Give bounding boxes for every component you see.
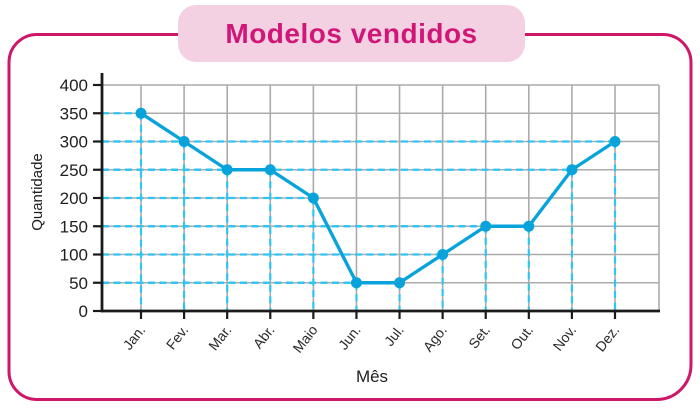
x-tick-label: Mar. <box>205 322 234 353</box>
x-tick-label: Jun. <box>335 322 364 353</box>
y-tick-label: 300 <box>60 133 88 152</box>
data-point <box>178 136 190 147</box>
y-tick-label: 100 <box>60 246 88 265</box>
y-tick-label: 250 <box>60 161 88 180</box>
data-line <box>140 111 616 285</box>
card-border <box>7 32 693 401</box>
y-tick-label: 150 <box>60 217 88 236</box>
data-point <box>609 136 621 147</box>
y-axis-title: Quantidade <box>29 153 46 231</box>
y-tick-label: 50 <box>69 274 88 293</box>
x-tick-label: Abr. <box>250 322 278 351</box>
x-tick-label: Out. <box>507 322 536 353</box>
plot-area: 0 50 100 150 200 250 300 350 400 Jan. Fev. Mar. Abr.… <box>29 73 660 386</box>
data-point <box>523 220 535 232</box>
x-tick-label: Set. <box>465 322 493 351</box>
y-tick-label: 200 <box>60 189 88 208</box>
y-tick-label: 400 <box>60 76 88 95</box>
x-tick-label: Ago. <box>420 322 450 355</box>
data-point <box>437 249 449 260</box>
data-point <box>350 277 362 289</box>
x-tick-label: Fev. <box>163 322 192 352</box>
data-point <box>480 220 492 232</box>
x-tick-label: Dez. <box>592 322 622 355</box>
x-tick-label: Maio <box>289 322 320 356</box>
x-axis-title: Mês <box>356 367 388 386</box>
data-point <box>264 164 276 176</box>
chart-title: Modelos vendidos <box>225 17 478 49</box>
data-point <box>394 277 406 289</box>
y-tick-label: 350 <box>60 104 88 123</box>
data-point <box>566 164 578 176</box>
chart-title-badge: Modelos vendidos <box>178 5 525 62</box>
y-tick-label: 0 <box>79 302 88 321</box>
data-point <box>135 107 147 119</box>
x-tick-label: Jan. <box>119 322 148 353</box>
x-tick-label: Nov. <box>550 322 580 354</box>
data-point <box>307 192 319 204</box>
x-tick-label: Jul. <box>381 322 407 349</box>
data-point <box>221 164 233 176</box>
